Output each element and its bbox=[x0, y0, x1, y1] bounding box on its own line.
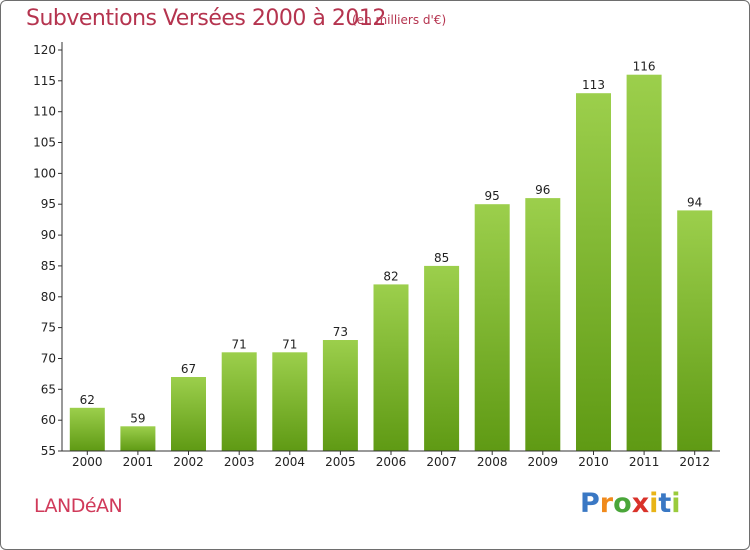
data-label-2005: 73 bbox=[333, 325, 348, 339]
y-tick-label-75: 75 bbox=[41, 321, 56, 335]
data-label-2012: 94 bbox=[687, 195, 702, 209]
x-tick-label-2008: 2008 bbox=[477, 455, 508, 469]
bar-2004 bbox=[272, 352, 308, 451]
data-label-2002: 67 bbox=[181, 362, 196, 376]
data-label-2006: 82 bbox=[383, 269, 398, 283]
data-label-2010: 113 bbox=[582, 78, 605, 92]
x-tick-label-2001: 2001 bbox=[123, 455, 154, 469]
bar-2008 bbox=[474, 204, 510, 451]
bar-2012 bbox=[677, 210, 713, 451]
x-tick-label-2000: 2000 bbox=[72, 455, 103, 469]
x-tick-label-2004: 2004 bbox=[275, 455, 306, 469]
data-label-2000: 62 bbox=[80, 393, 95, 407]
data-label-2007: 85 bbox=[434, 251, 449, 265]
x-tick-label-2009: 2009 bbox=[528, 455, 559, 469]
y-tick-label-115: 115 bbox=[33, 74, 56, 88]
logo-letter: t bbox=[658, 488, 672, 519]
data-label-2009: 96 bbox=[535, 183, 550, 197]
proxiti-logo: Proxiti bbox=[580, 488, 681, 519]
bar-2005 bbox=[322, 340, 358, 451]
y-tick-label-80: 80 bbox=[41, 290, 56, 304]
y-tick-label-90: 90 bbox=[41, 228, 56, 242]
y-tick-label-95: 95 bbox=[41, 197, 56, 211]
data-label-2011: 116 bbox=[633, 60, 656, 74]
y-tick-label-85: 85 bbox=[41, 259, 56, 273]
bar-2007 bbox=[424, 265, 460, 451]
chart-subtitle: (en milliers d'€) bbox=[352, 13, 447, 27]
x-tick-label-2007: 2007 bbox=[426, 455, 457, 469]
y-tick-label-105: 105 bbox=[33, 136, 56, 150]
x-tick-label-2010: 2010 bbox=[578, 455, 609, 469]
x-tick-label-2002: 2002 bbox=[173, 455, 204, 469]
data-label-2003: 71 bbox=[232, 337, 247, 351]
chart-title: Subventions Versées 2000 à 2012 bbox=[26, 6, 386, 31]
x-tick-label-2003: 2003 bbox=[224, 455, 255, 469]
bar-2001 bbox=[120, 426, 156, 451]
bar-2009 bbox=[525, 198, 561, 451]
y-tick-label-70: 70 bbox=[41, 352, 56, 366]
bar-2002 bbox=[171, 377, 206, 451]
bar-2011 bbox=[626, 74, 662, 451]
data-label-2008: 95 bbox=[485, 189, 500, 203]
bar-2010 bbox=[576, 93, 611, 451]
x-tick-label-2012: 2012 bbox=[679, 455, 710, 469]
y-tick-label-60: 60 bbox=[41, 413, 56, 427]
x-tick-label-2005: 2005 bbox=[325, 455, 356, 469]
data-label-2004: 71 bbox=[282, 337, 297, 351]
logo-letter: i bbox=[671, 488, 681, 519]
y-tick-label-65: 65 bbox=[41, 382, 56, 396]
y-tick-label-120: 120 bbox=[33, 43, 56, 57]
y-tick-label-110: 110 bbox=[33, 105, 56, 119]
logo-letter: P bbox=[580, 488, 600, 519]
y-tick-label-55: 55 bbox=[41, 444, 56, 458]
logo-letter: r bbox=[599, 488, 614, 519]
x-tick-label-2006: 2006 bbox=[376, 455, 407, 469]
y-tick-label-100: 100 bbox=[33, 166, 56, 180]
logo-letter: x bbox=[631, 488, 650, 519]
bar-chart: 62 59 67 71 71 73 82 85 95 96 113 116 94 2000 2001 200… bbox=[33, 42, 720, 469]
data-label-2001: 59 bbox=[130, 411, 145, 425]
x-tick-label-2011: 2011 bbox=[629, 455, 660, 469]
bar-2003 bbox=[221, 352, 257, 451]
logo-letter: o bbox=[613, 488, 632, 519]
logo-letter: i bbox=[649, 488, 659, 519]
bar-2000 bbox=[69, 407, 105, 451]
commune-name: LANDéAN bbox=[34, 495, 123, 517]
bar-2006 bbox=[373, 284, 409, 451]
